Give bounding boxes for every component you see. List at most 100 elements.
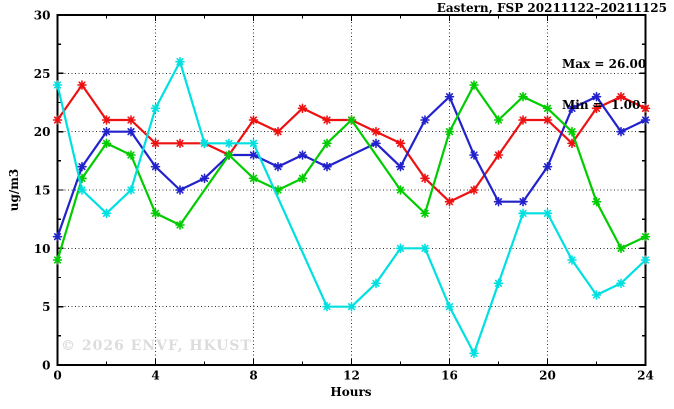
series-green-marker (567, 126, 577, 137)
series-green-marker (248, 173, 259, 184)
series-blue-marker (273, 161, 283, 172)
series-cyan-marker (322, 301, 332, 312)
y-tick-label: 5 (42, 300, 50, 314)
series-green-marker (444, 126, 455, 137)
series-blue-marker (640, 115, 651, 125)
series-cyan-marker (248, 138, 259, 149)
max-min-annotation: Max = 26.00 Min = 1.00 (562, 31, 646, 139)
series-cyan-marker (420, 243, 430, 254)
series-red-marker (77, 80, 87, 90)
x-tick-label: 24 (637, 369, 654, 383)
series-blue-marker (297, 150, 308, 160)
series-green-marker (175, 220, 185, 230)
series-green-marker (150, 208, 161, 219)
series-red-marker (542, 115, 553, 125)
chart-title: Eastern, FSP 20211122–20211125 (436, 1, 667, 15)
series-blue-marker (616, 126, 626, 137)
y-tick-label: 20 (34, 125, 51, 139)
series-cyan-marker (616, 278, 626, 289)
y-tick-label: 25 (34, 67, 51, 81)
series-cyan-marker (346, 301, 357, 312)
series-red-marker (322, 115, 332, 125)
series-green-marker (616, 243, 626, 254)
x-tick-label: 12 (343, 369, 360, 383)
series-green-marker (469, 80, 479, 90)
series-green-marker (52, 255, 63, 265)
series-cyan-marker (52, 80, 63, 90)
series-red-marker (567, 138, 577, 149)
series-blue-marker (395, 161, 406, 172)
series-cyan-marker (591, 290, 602, 300)
x-tick-label: 20 (539, 369, 556, 383)
series-red-marker (175, 138, 185, 149)
series-red-marker (469, 185, 479, 195)
series-blue-marker (518, 196, 528, 207)
series-cyan-marker (493, 278, 504, 289)
series-cyan-marker (444, 301, 455, 312)
series-red-marker (297, 103, 308, 114)
series-green-marker (101, 138, 112, 149)
series-cyan-marker (150, 103, 161, 114)
series-blue-line (56, 95, 647, 238)
series-cyan-marker (175, 56, 185, 67)
series-red-marker (518, 115, 528, 125)
series-blue-marker (567, 103, 577, 114)
series-green-marker (77, 173, 87, 184)
series-red-marker (52, 115, 63, 125)
series-red-marker (420, 173, 430, 184)
max-annotation: Max = 26.00 (562, 57, 647, 71)
series-red-marker (126, 115, 136, 125)
series-blue-marker (248, 150, 259, 160)
x-tick-label: 0 (53, 369, 61, 383)
y-tick-label: 0 (42, 359, 50, 373)
min-annotation: Min = 1.00 (562, 97, 641, 112)
x-tick-label: 4 (151, 369, 159, 383)
series-red-marker (150, 138, 161, 149)
series-red-marker (101, 115, 112, 125)
series-red-marker (640, 103, 651, 114)
series-cyan-marker (101, 208, 112, 219)
series-cyan-marker (542, 208, 553, 219)
series-red-marker (395, 138, 406, 149)
series-green-marker (395, 185, 406, 195)
series-blue-marker (322, 161, 332, 172)
series-cyan-marker (518, 208, 528, 219)
series-blue-marker (175, 185, 185, 195)
series-red-marker (591, 103, 602, 114)
series-red-marker (616, 91, 626, 102)
series-blue-marker (444, 91, 455, 102)
series-blue-marker (542, 161, 553, 172)
series-green-marker (126, 150, 136, 160)
series-cyan-marker (395, 243, 406, 254)
series-blue-marker (420, 115, 430, 125)
series-blue-marker (591, 91, 602, 102)
series-green-marker (273, 185, 283, 195)
x-axis-label: Hours (330, 385, 372, 399)
series-green-marker (518, 91, 528, 102)
series-cyan-marker (199, 138, 210, 149)
series-blue-marker (126, 126, 136, 137)
series-blue-marker (493, 196, 504, 207)
series-green-marker (322, 138, 332, 149)
series-blue-marker (101, 126, 112, 137)
series-red-marker (493, 150, 504, 160)
series-green-marker (591, 196, 602, 207)
series-cyan-marker (126, 185, 136, 195)
plot-border (56, 14, 647, 366)
series-green-marker (346, 115, 357, 125)
series-cyan-marker (371, 278, 381, 289)
y-tick-label: 30 (34, 9, 51, 23)
series-blue-marker (469, 150, 479, 160)
series-green-marker (542, 103, 553, 114)
series-cyan-marker (77, 185, 87, 195)
series-red-marker (248, 115, 259, 125)
watermark: © 2026 ENVF, HKUST (61, 338, 252, 354)
series-red-marker (371, 126, 381, 137)
series-red-marker (444, 196, 455, 207)
series-green-marker (493, 115, 504, 125)
x-tick-label: 16 (441, 369, 458, 383)
series-blue-marker (77, 161, 87, 172)
series-green-marker (297, 173, 308, 184)
y-tick-label: 10 (34, 242, 51, 256)
